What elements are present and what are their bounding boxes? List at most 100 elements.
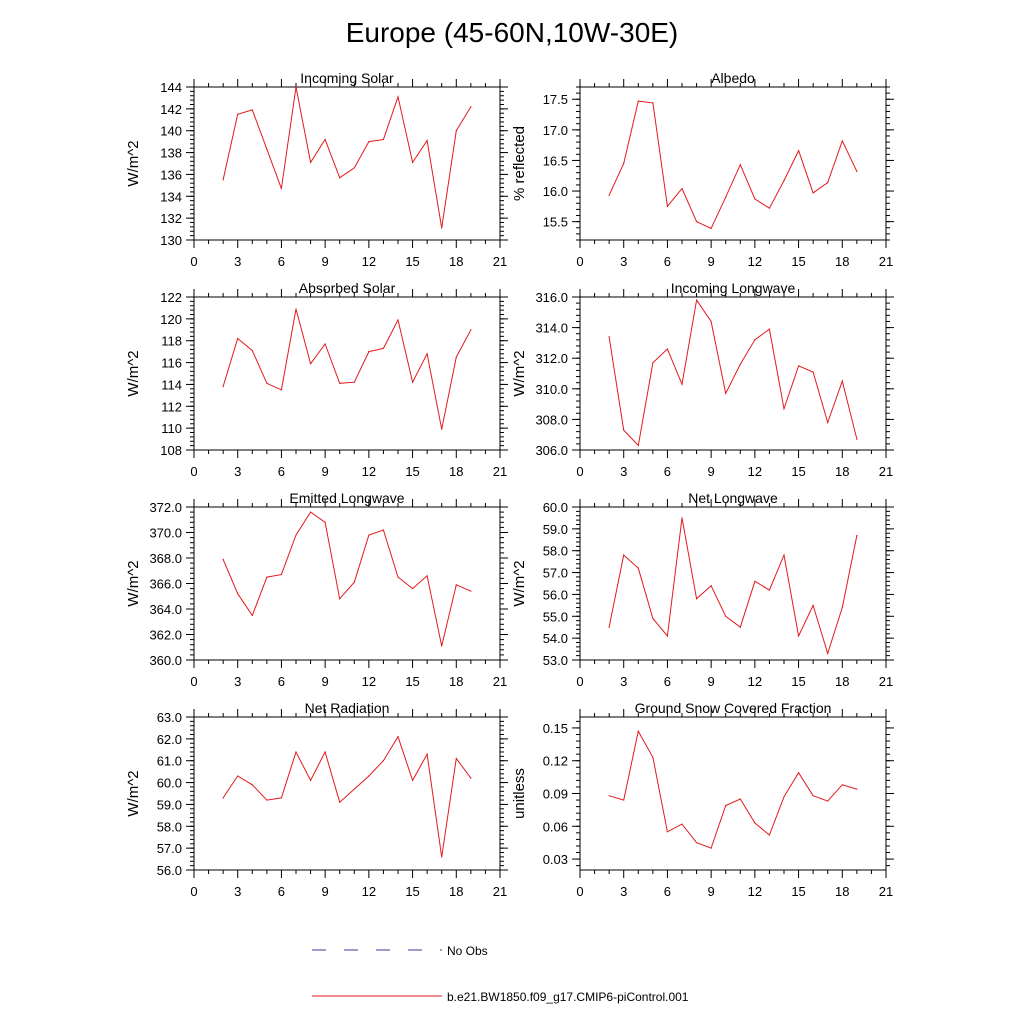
legend-obs-label: No Obs [447, 944, 488, 958]
data-point [637, 444, 639, 447]
data-point [309, 779, 312, 781]
data-point [710, 585, 712, 587]
x-tick-label: 3 [620, 254, 627, 269]
x-tick-label: 15 [791, 464, 805, 479]
y-tick-label: 314.0 [535, 321, 568, 336]
x-tick-label: 12 [362, 884, 376, 899]
x-tick-label: 3 [620, 674, 627, 689]
x-tick-label: 18 [449, 464, 463, 479]
data-point [339, 598, 341, 600]
data-point [710, 227, 712, 229]
data-point [856, 438, 858, 440]
data-point [695, 842, 698, 844]
panel-title: Incoming Solar [300, 70, 394, 86]
y-axis-label: % reflected [511, 126, 528, 201]
data-point [280, 389, 283, 391]
data-point [637, 730, 639, 732]
data-point [797, 772, 800, 774]
x-tick-label: 0 [190, 674, 197, 689]
data-point [623, 554, 625, 556]
data-point [470, 590, 472, 592]
y-tick-label: 62.0 [157, 732, 182, 747]
data-point [856, 534, 858, 537]
series-line [222, 735, 472, 857]
y-tick-label: 17.5 [543, 92, 568, 107]
data-point [739, 798, 741, 800]
x-tick-label: 15 [405, 884, 419, 899]
x-tick-label: 6 [664, 254, 671, 269]
data-point [710, 320, 712, 323]
data-point [324, 343, 326, 345]
x-tick-label: 0 [190, 884, 197, 899]
data-point [856, 788, 858, 790]
data-point [666, 205, 669, 207]
panels: Incoming Solar 0 3 6 9 12 15 18 21 130 132 134 136 13… [125, 70, 894, 899]
data-point [797, 365, 800, 367]
y-tick-label: 55.0 [543, 609, 568, 624]
x-tick-label: 0 [576, 674, 583, 689]
page-title: Europe (45-60N,10W-30E) [346, 17, 679, 48]
y-tick-label: 60.0 [543, 500, 568, 515]
data-point [768, 589, 771, 591]
data-point [681, 383, 683, 385]
panel-title: Net Longwave [688, 490, 778, 506]
y-tick-label: 364.0 [149, 602, 182, 617]
x-tick-label: 3 [234, 884, 241, 899]
data-point [324, 521, 326, 523]
x-tick-label: 21 [493, 464, 507, 479]
y-tick-label: 134 [160, 189, 182, 204]
data-point [812, 371, 814, 373]
data-point [608, 626, 610, 628]
x-tick-label: 12 [362, 674, 376, 689]
data-point [652, 102, 654, 104]
data-point [411, 779, 414, 781]
y-tick-label: 16.5 [543, 153, 568, 168]
data-point [725, 392, 727, 394]
data-point [266, 148, 268, 150]
data-point [382, 138, 385, 141]
x-tick-label: 15 [405, 674, 419, 689]
data-point [222, 179, 224, 181]
panel-1: Incoming Solar 0 3 6 9 12 15 18 21 130 132 134 136 13… [125, 70, 508, 269]
y-axis-label: W/m^2 [511, 350, 528, 396]
y-axis-label: unitless [511, 768, 528, 819]
x-tick-label: 12 [748, 884, 762, 899]
data-point [251, 614, 253, 616]
y-tick-label: 54.0 [543, 631, 568, 646]
data-point [339, 382, 341, 384]
series-line [608, 100, 858, 230]
x-tick-label: 3 [234, 674, 241, 689]
y-tick-label: 132 [160, 211, 182, 226]
data-point [295, 534, 297, 536]
data-point [455, 356, 457, 358]
panel-7: Net Radiation 0 3 6 9 12 15 18 21 56.0 57.0 58.0 59.… [125, 700, 508, 899]
data-point [295, 751, 297, 753]
x-tick-label: 0 [576, 884, 583, 899]
data-point [725, 804, 727, 807]
data-point [382, 347, 385, 349]
y-tick-label: 108 [160, 443, 182, 458]
y-tick-label: 57.0 [543, 566, 568, 581]
data-point [783, 554, 785, 556]
data-point [754, 580, 756, 582]
data-point [637, 567, 639, 569]
x-tick-label: 12 [362, 254, 376, 269]
y-tick-label: 120 [160, 312, 182, 327]
data-point [222, 386, 224, 388]
panel-5: Emitted Longwave 0 3 6 9 12 15 18 21 360.0 362.0 36… [125, 490, 508, 689]
data-point [324, 751, 326, 753]
y-tick-label: 130 [160, 233, 182, 248]
legend: No Obs b.e21.BW1850.f09_g17.CMIP6-piCont… [312, 944, 689, 1004]
panel-title: Emitted Longwave [289, 490, 404, 506]
data-point [280, 797, 283, 799]
x-tick-label: 9 [708, 674, 715, 689]
data-point [797, 150, 800, 152]
x-tick-label: 21 [879, 674, 893, 689]
panel-3: Absorbed Solar 0 3 6 9 12 15 18 21 108 110 112 114 11… [125, 280, 508, 479]
y-tick-label: 138 [160, 146, 182, 161]
data-point [608, 795, 610, 797]
y-tick-label: 58.0 [157, 819, 182, 834]
y-tick-label: 370.0 [149, 526, 182, 541]
plot-frame [579, 86, 887, 241]
data-point [754, 198, 756, 200]
